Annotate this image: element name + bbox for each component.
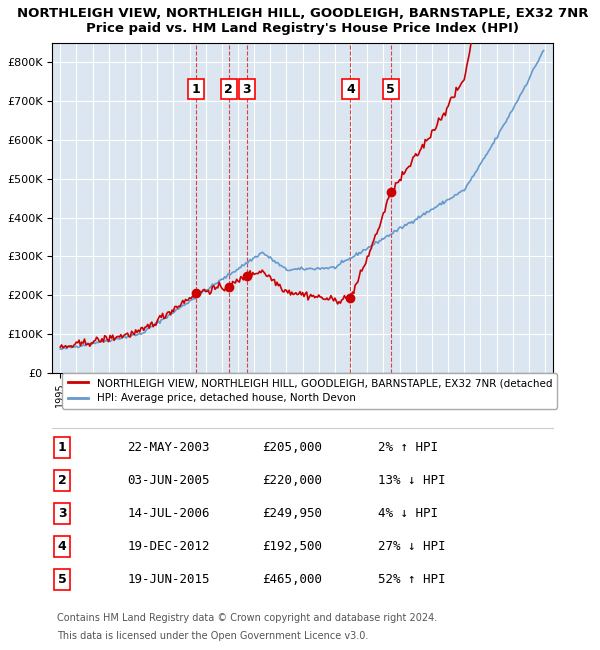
Text: 19-DEC-2012: 19-DEC-2012 (127, 540, 210, 553)
Text: 03-JUN-2005: 03-JUN-2005 (127, 474, 210, 487)
Text: 22-MAY-2003: 22-MAY-2003 (127, 441, 210, 454)
Text: £192,500: £192,500 (263, 540, 323, 553)
Title: NORTHLEIGH VIEW, NORTHLEIGH HILL, GOODLEIGH, BARNSTAPLE, EX32 7NR
Price paid vs.: NORTHLEIGH VIEW, NORTHLEIGH HILL, GOODLE… (17, 7, 589, 35)
Text: Contains HM Land Registry data © Crown copyright and database right 2024.: Contains HM Land Registry data © Crown c… (57, 614, 437, 623)
Text: £205,000: £205,000 (263, 441, 323, 454)
Text: 2% ↑ HPI: 2% ↑ HPI (378, 441, 438, 454)
Text: This data is licensed under the Open Government Licence v3.0.: This data is licensed under the Open Gov… (57, 631, 368, 641)
Text: 1: 1 (191, 83, 200, 96)
Text: 4% ↓ HPI: 4% ↓ HPI (378, 507, 438, 520)
Text: 3: 3 (242, 83, 251, 96)
Text: £465,000: £465,000 (263, 573, 323, 586)
Text: £220,000: £220,000 (263, 474, 323, 487)
Text: 2: 2 (58, 474, 67, 487)
Text: 14-JUL-2006: 14-JUL-2006 (127, 507, 210, 520)
Text: 5: 5 (386, 83, 395, 96)
Text: 1: 1 (58, 441, 67, 454)
Text: 5: 5 (58, 573, 67, 586)
Text: 27% ↓ HPI: 27% ↓ HPI (378, 540, 445, 553)
Legend: NORTHLEIGH VIEW, NORTHLEIGH HILL, GOODLEIGH, BARNSTAPLE, EX32 7NR (detached, HPI: NORTHLEIGH VIEW, NORTHLEIGH HILL, GOODLE… (62, 373, 557, 409)
Text: 52% ↑ HPI: 52% ↑ HPI (378, 573, 445, 586)
Text: 19-JUN-2015: 19-JUN-2015 (127, 573, 210, 586)
Text: 4: 4 (58, 540, 67, 553)
Text: 4: 4 (346, 83, 355, 96)
Text: 13% ↓ HPI: 13% ↓ HPI (378, 474, 445, 487)
Text: 2: 2 (224, 83, 233, 96)
Text: £249,950: £249,950 (263, 507, 323, 520)
Text: 3: 3 (58, 507, 67, 520)
